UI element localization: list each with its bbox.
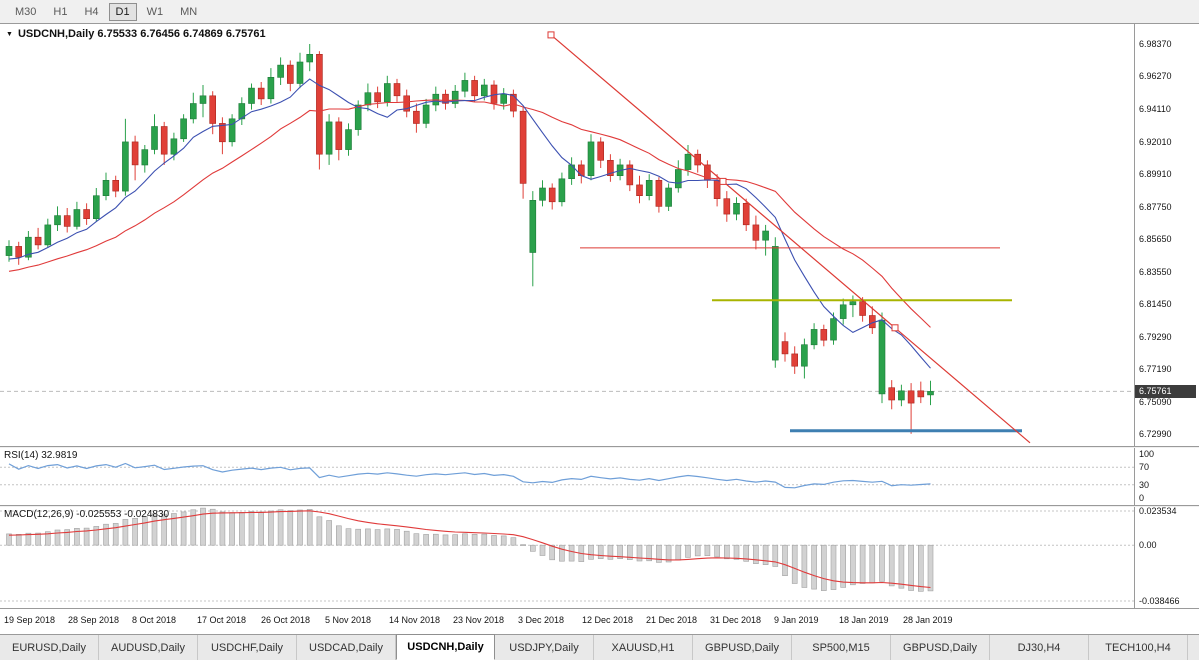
symbol-dropdown-icon[interactable]: ▼ — [6, 30, 13, 38]
macd-label: MACD(12,26,9) -0.025553 -0.024830 — [4, 509, 170, 520]
symbol-tab-usdchf-daily[interactable]: USDCHF,Daily — [198, 635, 297, 660]
rsi-axis-label: 30 — [1139, 480, 1150, 490]
date-axis-label: 19 Sep 2018 — [4, 615, 56, 625]
price-axis[interactable]: 6.75761 6.98370 6.96270 6.94110 6.92010 6.89… — [1134, 24, 1199, 446]
rsi-canvas[interactable]: RSI(14) 32.9819 — [0, 448, 1134, 505]
date-axis-label: 3 Dec 2018 — [518, 615, 565, 625]
price-axis-label: 6.92010 — [1139, 137, 1172, 147]
chart-title-text: USDCNH,Daily 6.75533 6.76456 6.74869 6.7… — [17, 28, 266, 40]
chart-tabs-bar: EURUSD,Daily AUDUSD,Daily USDCHF,Daily USDC… — [0, 634, 1199, 660]
timeframe-toolbar: M30 H1 H4 D1 W1 MN — [0, 0, 1199, 24]
macd-canvas[interactable]: MACD(12,26,9) -0.025553 -0.024830 — [0, 507, 1134, 608]
date-axis-label: 28 Sep 2018 — [68, 615, 120, 625]
date-axis-label: 18 Jan 2019 — [839, 615, 889, 625]
symbol-tab-tech100-h4[interactable]: TECH100,H4 — [1089, 635, 1188, 660]
price-axis-label: 6.77190 — [1139, 364, 1172, 374]
symbol-tab-usdcnh-daily[interactable]: USDCNH,Daily — [396, 634, 495, 660]
date-axis-label: 8 Oct 2018 — [132, 615, 177, 625]
macd-axis: 0.023534 0.00 -0.038466 — [1134, 506, 1199, 608]
price-axis-label: 6.89910 — [1139, 169, 1172, 179]
timeframe-button-h1[interactable]: H1 — [53, 5, 68, 18]
symbol-tab-gbpusd-daily[interactable]: GBPUSD,Daily — [891, 635, 990, 660]
macd-axis-label: 0.00 — [1139, 540, 1157, 550]
symbol-tab-gbpusd-daily[interactable]: GBPUSD,Daily — [693, 635, 792, 660]
symbol-tab-usdjpy-daily[interactable]: USDJPY,Daily — [495, 635, 594, 660]
symbol-tab-xauusd-h1[interactable]: XAUUSD,H1 — [594, 635, 693, 660]
rsi-axis-label: 70 — [1139, 462, 1150, 472]
rsi-axis: 100 70 30 0 — [1134, 448, 1199, 505]
timeframe-button-w1[interactable]: W1 — [146, 5, 164, 18]
macd-axis-label: -0.038466 — [1139, 596, 1180, 606]
date-axis-label: 26 Oct 2018 — [261, 615, 311, 625]
price-axis-label: 6.94110 — [1139, 104, 1171, 114]
rsi-label: RSI(14) 32.9819 — [4, 450, 78, 461]
price-axis-label: 6.72990 — [1139, 429, 1172, 439]
candlestick-chart[interactable] — [0, 24, 1134, 446]
macd-chart[interactable] — [0, 507, 1134, 608]
date-axis-label: 12 Dec 2018 — [582, 615, 634, 625]
price-axis-label: 6.79290 — [1139, 332, 1172, 342]
symbol-tab-sp500-m15[interactable]: SP500,M15 — [792, 635, 891, 660]
rsi-axis-label: 100 — [1139, 449, 1155, 459]
date-axis-label: 28 Jan 2019 — [903, 615, 953, 625]
macd-axis-label: 0.023534 — [1139, 506, 1177, 516]
current-price-badge: 6.75761 — [1135, 385, 1196, 398]
panel-divider[interactable] — [0, 446, 1199, 448]
price-axis-label: 6.87750 — [1139, 202, 1172, 212]
date-axis-label: 17 Oct 2018 — [197, 615, 247, 625]
price-axis-label: 6.96270 — [1139, 71, 1172, 81]
symbol-tab-eurusd-daily[interactable]: EURUSD,Daily — [0, 635, 99, 660]
symbol-tab-usdcad-daily[interactable]: USDCAD,Daily — [297, 635, 396, 660]
symbol-tab-dj30-h4[interactable]: DJ30,H4 — [990, 635, 1089, 660]
date-axis-label: 21 Dec 2018 — [646, 615, 698, 625]
timeframe-button-mn[interactable]: MN — [180, 5, 198, 18]
symbol-tab-audusd-daily[interactable]: AUDUSD,Daily — [99, 635, 198, 660]
rsi-chart[interactable] — [0, 448, 1134, 505]
price-axis-label: 6.83550 — [1139, 267, 1172, 277]
chart-title: ▼ USDCNH,Daily 6.75533 6.76456 6.74869 6… — [6, 28, 266, 40]
price-axis-label: 6.81450 — [1139, 299, 1172, 309]
main-chart-canvas[interactable]: ▼ USDCNH,Daily 6.75533 6.76456 6.74869 6… — [0, 24, 1134, 446]
price-axis-label: 6.98370 — [1139, 39, 1172, 49]
date-axis-label: 5 Nov 2018 — [325, 615, 372, 625]
rsi-axis-label: 0 — [1139, 493, 1145, 503]
date-axis-label: 14 Nov 2018 — [389, 615, 441, 625]
panel-divider[interactable] — [0, 505, 1199, 507]
timeframe-button-m30[interactable]: M30 — [15, 5, 37, 18]
date-axis[interactable]: 19 Sep 2018 28 Sep 2018 8 Oct 2018 17 Oct 2… — [0, 608, 1199, 634]
date-axis-label: 23 Nov 2018 — [453, 615, 505, 625]
date-axis-label: 9 Jan 2019 — [774, 615, 819, 625]
price-axis-label: 6.85650 — [1139, 234, 1172, 244]
timeframe-button-h4[interactable]: H4 — [84, 5, 99, 18]
date-axis-label: 31 Dec 2018 — [710, 615, 762, 625]
timeframe-button-d1[interactable]: D1 — [108, 2, 137, 21]
price-axis-label: 6.75090 — [1139, 397, 1172, 407]
